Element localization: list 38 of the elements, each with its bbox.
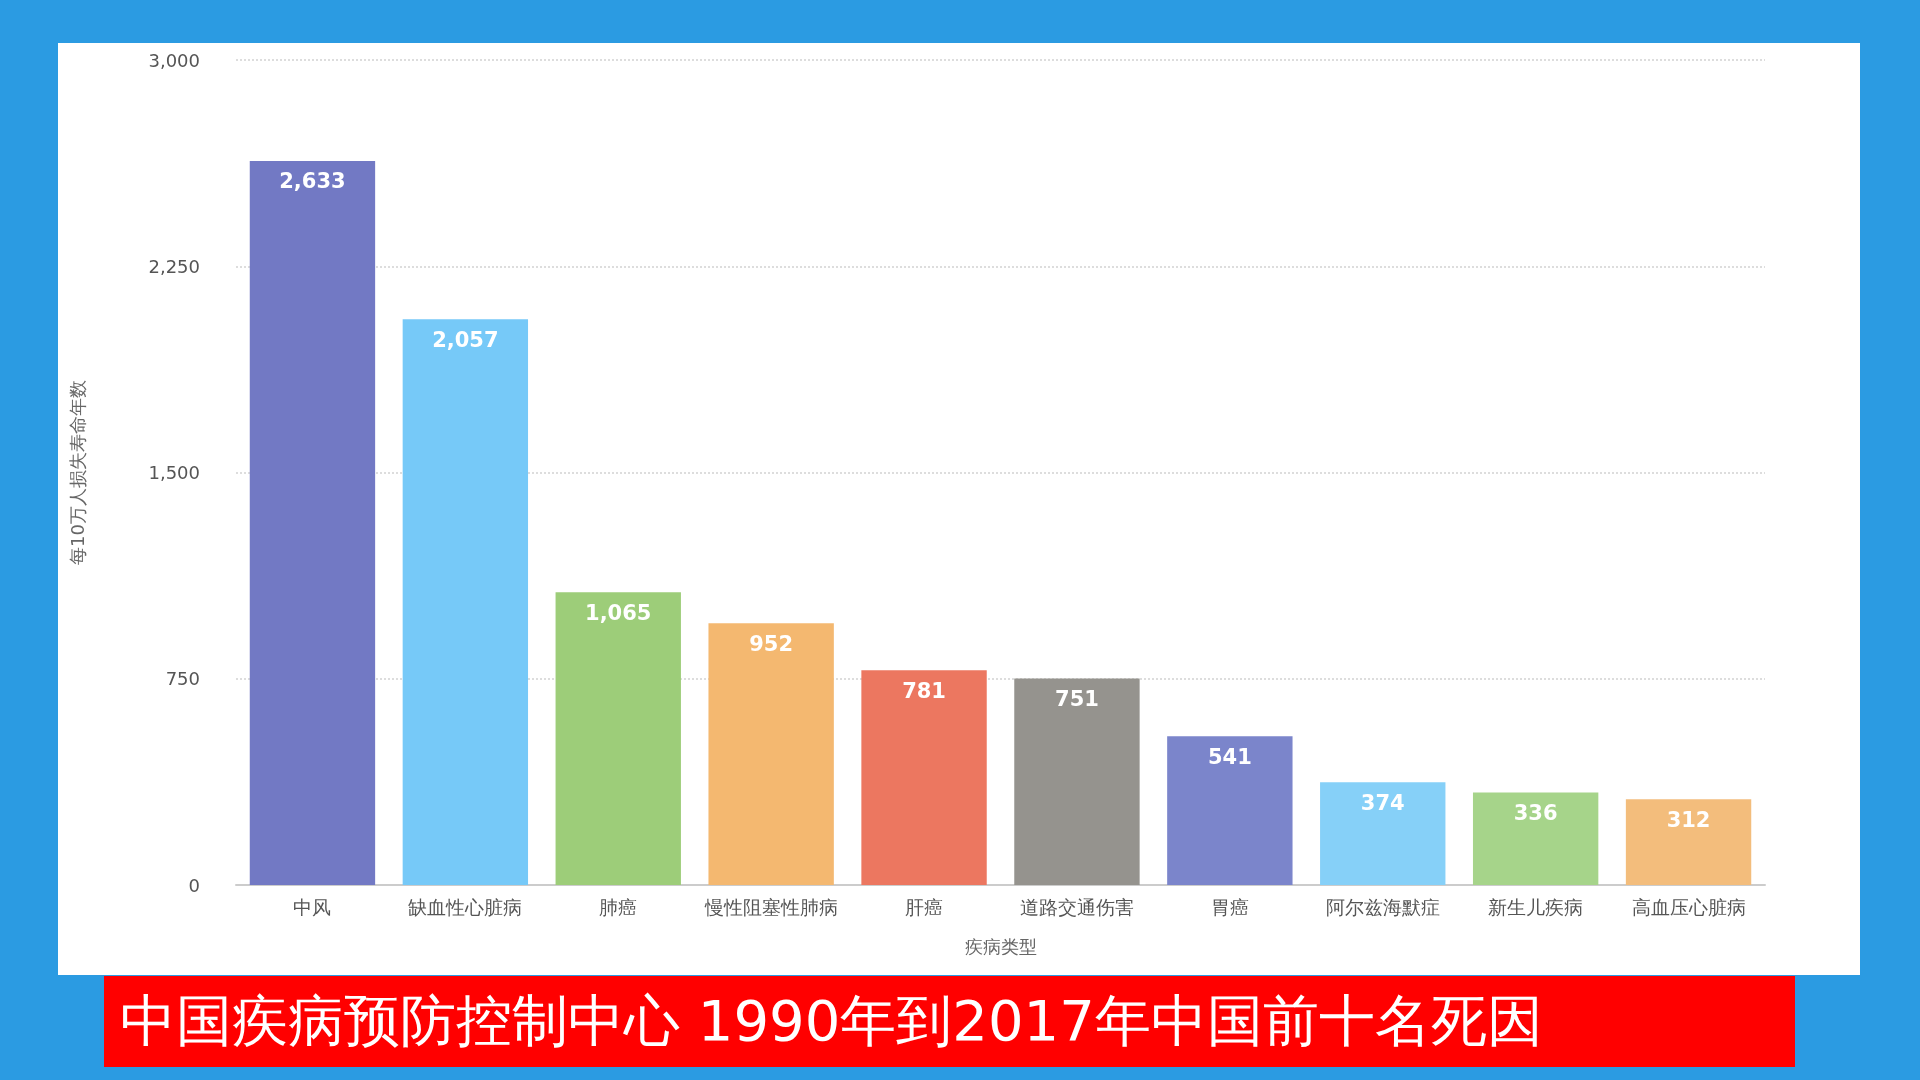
bar	[1625, 799, 1752, 885]
bar	[708, 623, 834, 885]
bar	[861, 670, 987, 885]
y-tick-label: 750	[165, 668, 200, 690]
bar	[249, 160, 376, 885]
data-label: 2,633	[279, 169, 346, 194]
bar	[1472, 792, 1599, 885]
x-tick-label: 肝癌	[905, 895, 944, 918]
x-tick-label: 高血压心脏病	[1631, 895, 1746, 918]
bar	[1320, 782, 1446, 885]
data-label: 952	[749, 631, 794, 656]
x-tick-label: 胃癌	[1210, 895, 1249, 918]
bar	[1167, 736, 1293, 885]
x-tick-label: 肺癌	[599, 895, 638, 918]
data-label: 374	[1360, 790, 1405, 815]
data-label: 781	[902, 678, 946, 703]
x-tick-label: 新生儿疾病	[1488, 895, 1584, 918]
y-tick-label: 2,250	[148, 255, 200, 277]
data-label: 1,065	[585, 600, 652, 625]
x-tick-label: 中风	[293, 895, 332, 918]
bar	[555, 592, 681, 885]
data-label: 312	[1666, 807, 1711, 832]
data-label: 541	[1207, 744, 1252, 769]
y-axis-title: 每10万人损失寿命年数	[66, 380, 88, 565]
bar	[402, 319, 529, 885]
data-label: 751	[1055, 686, 1099, 711]
y-tick-label: 1,500	[148, 462, 200, 483]
x-tick-label: 缺血性心脏病	[408, 895, 523, 918]
bar	[1014, 678, 1140, 885]
x-tick-label: 道路交通伤害	[1019, 895, 1134, 918]
y-tick-label: 0	[188, 874, 200, 896]
x-tick-label: 阿尔兹海默症	[1325, 895, 1440, 918]
data-label: 2,057	[432, 327, 499, 352]
text: 中国疾病预防控制中心 1990年到2017年中国前十名死因	[120, 987, 1543, 1055]
x-axis-title: 疾病类型	[964, 935, 1037, 957]
y-tick-label: 3,000	[148, 49, 200, 71]
x-tick-label: 慢性阻塞性肺病	[703, 895, 838, 918]
data-label: 336	[1513, 801, 1558, 826]
